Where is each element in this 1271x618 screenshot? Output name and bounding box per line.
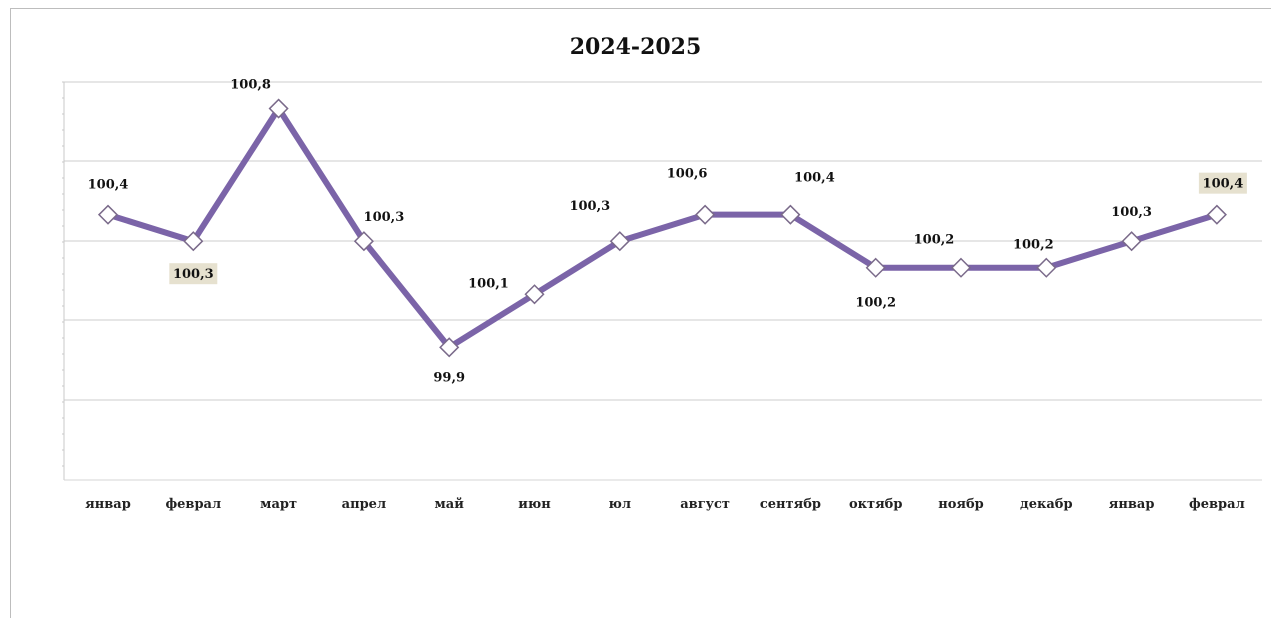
data-label: 100,4 xyxy=(794,171,835,186)
x-tick-label: май xyxy=(435,497,465,512)
data-label-highlight xyxy=(1198,172,1247,194)
x-tick-label: сентябр xyxy=(760,497,821,512)
data-point-marker xyxy=(353,231,374,252)
data-point-marker xyxy=(97,204,119,225)
x-tick-label: ноябр xyxy=(938,497,984,512)
data-label: 100,2 xyxy=(914,233,955,248)
x-tick-label: январ xyxy=(1109,497,1155,512)
x-tick-label: август xyxy=(680,497,730,512)
data-label: 100,3 xyxy=(569,199,610,214)
x-tick-label: феврал xyxy=(1189,497,1245,512)
data-point-marker xyxy=(950,257,972,278)
data-label: 100,3 xyxy=(364,210,405,225)
data-label: 99,9 xyxy=(433,370,465,385)
data-label: 100,3 xyxy=(1111,205,1152,220)
data-label-highlight xyxy=(169,263,218,285)
data-label: 100,4 xyxy=(88,178,129,193)
data-point-marker xyxy=(865,257,886,278)
data-point-marker xyxy=(1206,204,1227,225)
x-tick-label: июн xyxy=(518,497,551,512)
data-label: 100,2 xyxy=(1013,238,1054,253)
x-tick-label: феврал xyxy=(165,497,221,512)
data-label: 100,6 xyxy=(667,167,708,182)
x-tick-label: октябр xyxy=(849,497,902,512)
data-point-marker xyxy=(1036,257,1057,278)
gridlines xyxy=(64,81,1262,401)
data-point-marker xyxy=(1121,231,1142,252)
data-label: 100,4 xyxy=(1203,177,1244,192)
data-label: 100,2 xyxy=(855,296,896,311)
data-point-marker xyxy=(439,337,460,358)
data-point-marker xyxy=(695,204,716,225)
data-point-marker xyxy=(268,98,289,119)
x-tick-label: март xyxy=(260,497,297,512)
data-label: 100,1 xyxy=(468,276,509,291)
data-label: 100,8 xyxy=(230,78,271,93)
x-tick-label: юл xyxy=(609,497,632,512)
data-point-marker xyxy=(780,204,801,225)
x-tick-label: апрел xyxy=(342,497,386,512)
data-point-marker xyxy=(183,231,204,252)
data-point-marker xyxy=(609,231,630,252)
x-tick-label: декабр xyxy=(1020,497,1073,512)
x-tick-label: январ xyxy=(85,497,131,512)
chart-title: 2024-2025 xyxy=(569,34,702,60)
series-line xyxy=(105,105,1220,351)
data-point-marker xyxy=(524,284,545,305)
data-label: 100,3 xyxy=(173,267,214,282)
chart-frame xyxy=(10,8,1271,618)
